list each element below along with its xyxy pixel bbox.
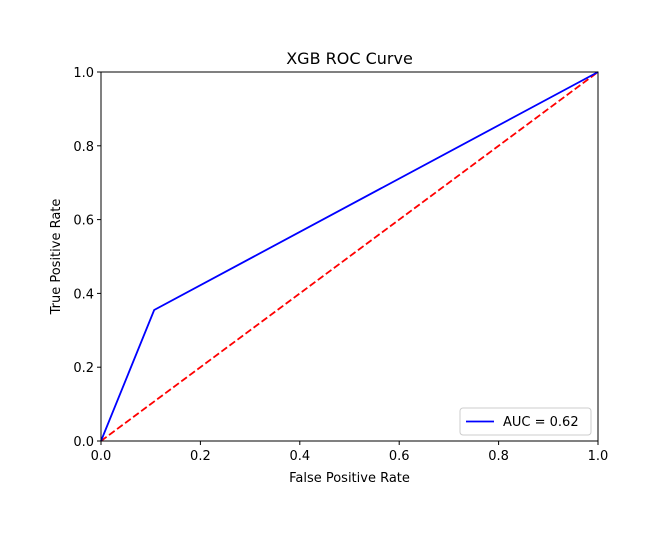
x-tick-label: 1.0 — [588, 449, 609, 464]
y-tick-label: 0.2 — [73, 361, 94, 376]
y-tick-label: 0.6 — [73, 214, 94, 229]
x-axis-ticks: 0.0 0.2 0.4 0.6 0.8 1.0 — [91, 441, 609, 464]
series-layer — [100, 71, 599, 442]
chance-diagonal-line — [100, 71, 599, 442]
legend-box — [459, 407, 592, 436]
y-tick-label: 1.0 — [73, 66, 94, 81]
x-tick-label: 0.6 — [389, 449, 410, 464]
x-tick-label: 0.2 — [190, 449, 211, 464]
chart-title: XGB ROC Curve — [286, 49, 413, 68]
y-tick-label: 0.0 — [73, 435, 94, 450]
y-axis-ticks: 0.0 0.2 0.4 0.6 0.8 1.0 — [73, 66, 101, 450]
legend: AUC = 0.62 — [459, 407, 592, 436]
plot-frame — [100, 71, 599, 442]
x-tick-label: 0.8 — [488, 449, 509, 464]
roc-curve-line — [100, 71, 599, 442]
x-axis-label: False Positive Rate — [289, 471, 410, 486]
y-tick-label: 0.8 — [73, 140, 94, 155]
legend-label: AUC = 0.62 — [503, 415, 579, 430]
y-axis-label: True Positive Rate — [49, 199, 64, 316]
y-tick-label: 0.4 — [73, 287, 94, 302]
x-tick-label: 0.4 — [289, 449, 310, 464]
x-tick-label: 0.0 — [91, 449, 112, 464]
